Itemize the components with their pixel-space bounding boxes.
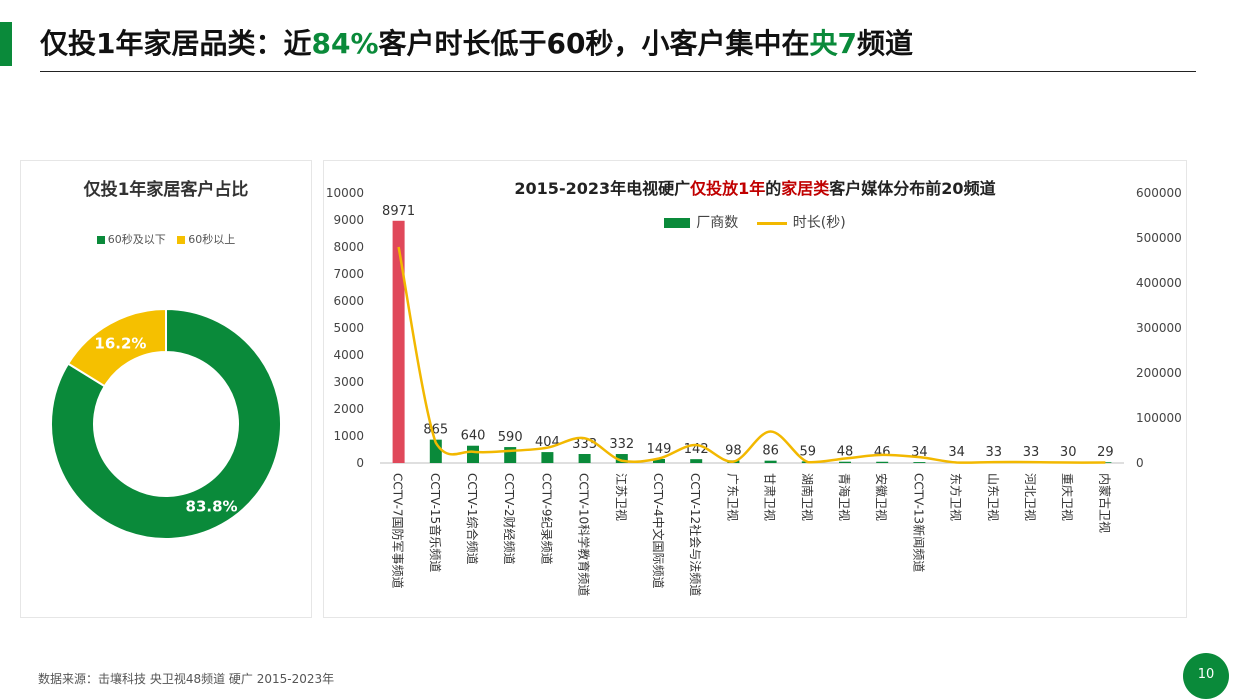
x-category-label-13: 安徽卫视 [874, 473, 889, 521]
donut-legend-item-high: 60秒以上 [177, 233, 235, 246]
bar-value-label-10: 86 [762, 444, 779, 459]
bar-chart-panel: 2015-2023年电视硬广仅投放1年的家居类客户媒体分布前20频道 厂商数 时… [323, 160, 1187, 618]
y-left-tick-4: 4000 [333, 348, 364, 362]
legend-swatch-bar [664, 218, 691, 228]
x-category-label-4: CCTV-9纪录频道 [539, 473, 553, 565]
bar-line-chart: 0 1000 2000 3000 4000 5000 6000 7000 8000 9000 100… [326, 186, 1182, 596]
bar-chart-title: 2015-2023年电视硬广仅投放1年的家居类客户媒体分布前20频道 [514, 179, 996, 198]
legend-swatch-yellow [177, 236, 186, 244]
bar-chart-legend: 厂商数 时长(秒) [324, 212, 1186, 232]
page-title: 仅投1年家居品类：近84%客户时长低于60秒，小客户集中在央7频道 [40, 27, 913, 60]
bar-value-label-19: 29 [1097, 445, 1114, 460]
donut-legend: 60秒及以下 60秒以上 [21, 231, 311, 247]
x-category-label-15: 东方卫视 [949, 473, 964, 521]
bar-value-label-17: 33 [1023, 445, 1040, 460]
bar-value-label-0: 8971 [382, 204, 415, 219]
x-category-label-10: 甘肃卫视 [763, 473, 778, 521]
y-right-tick-6: 600000 [1136, 186, 1182, 200]
x-category-label-0: CCTV-7国防军事频道 [391, 473, 406, 589]
bar-12 [839, 461, 851, 463]
x-category-label-12: 青海卫视 [837, 473, 852, 521]
y-left-tick-5: 5000 [333, 321, 364, 335]
donut-slice-1 [66, 307, 167, 388]
bar-value-label-13: 46 [874, 445, 891, 460]
x-category-label-16: 山东卫视 [986, 473, 1001, 521]
bar-2 [467, 445, 479, 463]
y-left-tick-7: 7000 [333, 267, 364, 281]
bar-value-label-9: 98 [725, 443, 742, 458]
x-category-label-11: 湖南卫视 [800, 473, 815, 521]
title-accent-bar [0, 22, 12, 66]
x-category-label-3: CCTV-2财经频道 [502, 473, 516, 565]
y-right-tick-3: 300000 [1136, 321, 1182, 335]
legend-label-line: 时长(秒) [792, 215, 846, 231]
legend-swatch-green [96, 236, 105, 244]
x-category-label-2: CCTV-1综合频道 [465, 473, 480, 565]
bar-value-label-18: 30 [1060, 445, 1077, 460]
y-left-tick-2: 2000 [333, 402, 364, 416]
y-right-tick-2: 200000 [1136, 366, 1182, 380]
bar-8 [690, 459, 703, 463]
x-category-label-8: CCTV-12社会与法频道 [688, 473, 703, 596]
x-category-label-18: 重庆卫视 [1060, 473, 1075, 521]
donut-slice-0 [50, 307, 282, 540]
bar-value-label-1: 865 [423, 423, 448, 438]
line-series-duration [397, 246, 1106, 464]
x-category-label-17: 河北卫视 [1023, 473, 1038, 521]
bar-value-label-15: 34 [948, 445, 965, 460]
bar-value-label-16: 33 [986, 445, 1003, 460]
x-category-label-14: CCTV-13新闻频道 [911, 473, 926, 572]
y-left-tick-9: 9000 [333, 213, 364, 227]
bar-5 [578, 454, 591, 463]
donut-chart-panel: 仅投1年家居客户占比 60秒及以下 60秒以上 83.8% 16.2% [20, 160, 312, 618]
donut-slice-label-0: 83.8% [186, 498, 238, 516]
bar-value-label-7: 149 [647, 442, 672, 457]
y-right-tick-4: 400000 [1136, 276, 1182, 290]
y-right-tick-0: 0 [1136, 456, 1144, 470]
title-divider [40, 71, 1196, 72]
y-right-tick-1: 100000 [1136, 411, 1182, 425]
bar-4 [541, 452, 554, 463]
title-highlight-percent: 84% [311, 27, 379, 60]
bar-0 [392, 220, 405, 463]
bar-value-label-2: 640 [461, 429, 486, 444]
title-highlight-channel: 央7 [809, 27, 857, 60]
donut-chart-title: 仅投1年家居客户占比 [83, 180, 249, 200]
legend-label-bar: 厂商数 [696, 215, 739, 231]
x-category-label-7: CCTV-4中文国际频道 [651, 473, 666, 589]
bar-10 [764, 460, 777, 463]
x-category-label-1: CCTV-15音乐频道 [428, 473, 443, 572]
bar-14 [913, 462, 926, 463]
bar-value-label-3: 590 [498, 430, 523, 445]
y-right-tick-5: 500000 [1136, 231, 1182, 245]
donut-legend-item-low: 60秒及以下 [96, 233, 166, 246]
donut-slice-label-1: 16.2% [94, 334, 146, 352]
x-category-label-9: 广东卫视 [725, 473, 740, 521]
x-category-label-19: 内蒙古卫视 [1097, 473, 1112, 533]
bar-13 [876, 461, 889, 463]
y-left-tick-3: 3000 [333, 375, 364, 389]
y-left-tick-1: 1000 [333, 429, 364, 443]
y-left-tick-10: 10000 [326, 186, 364, 200]
donut-chart: 83.8% 16.2% [50, 307, 282, 540]
bar-value-label-11: 59 [800, 444, 817, 459]
bar-7 [653, 458, 665, 463]
bar-6 [615, 454, 628, 463]
bar-value-label-12: 48 [837, 445, 854, 460]
x-category-label-6: 江苏卫视 [614, 473, 629, 521]
x-category-label-5: CCTV-10科学教育频道 [577, 473, 592, 596]
y-left-tick-6: 6000 [333, 294, 364, 308]
data-source-note: 数据来源：击壤科技 央卫视48频道 硬广 2015-2023年 [38, 672, 335, 686]
page-number-badge: 10 [1183, 653, 1229, 699]
y-left-tick-8: 8000 [333, 240, 364, 254]
legend-swatch-line [756, 221, 787, 225]
bar-value-label-6: 332 [609, 437, 634, 452]
y-left-tick-0: 0 [356, 456, 364, 470]
